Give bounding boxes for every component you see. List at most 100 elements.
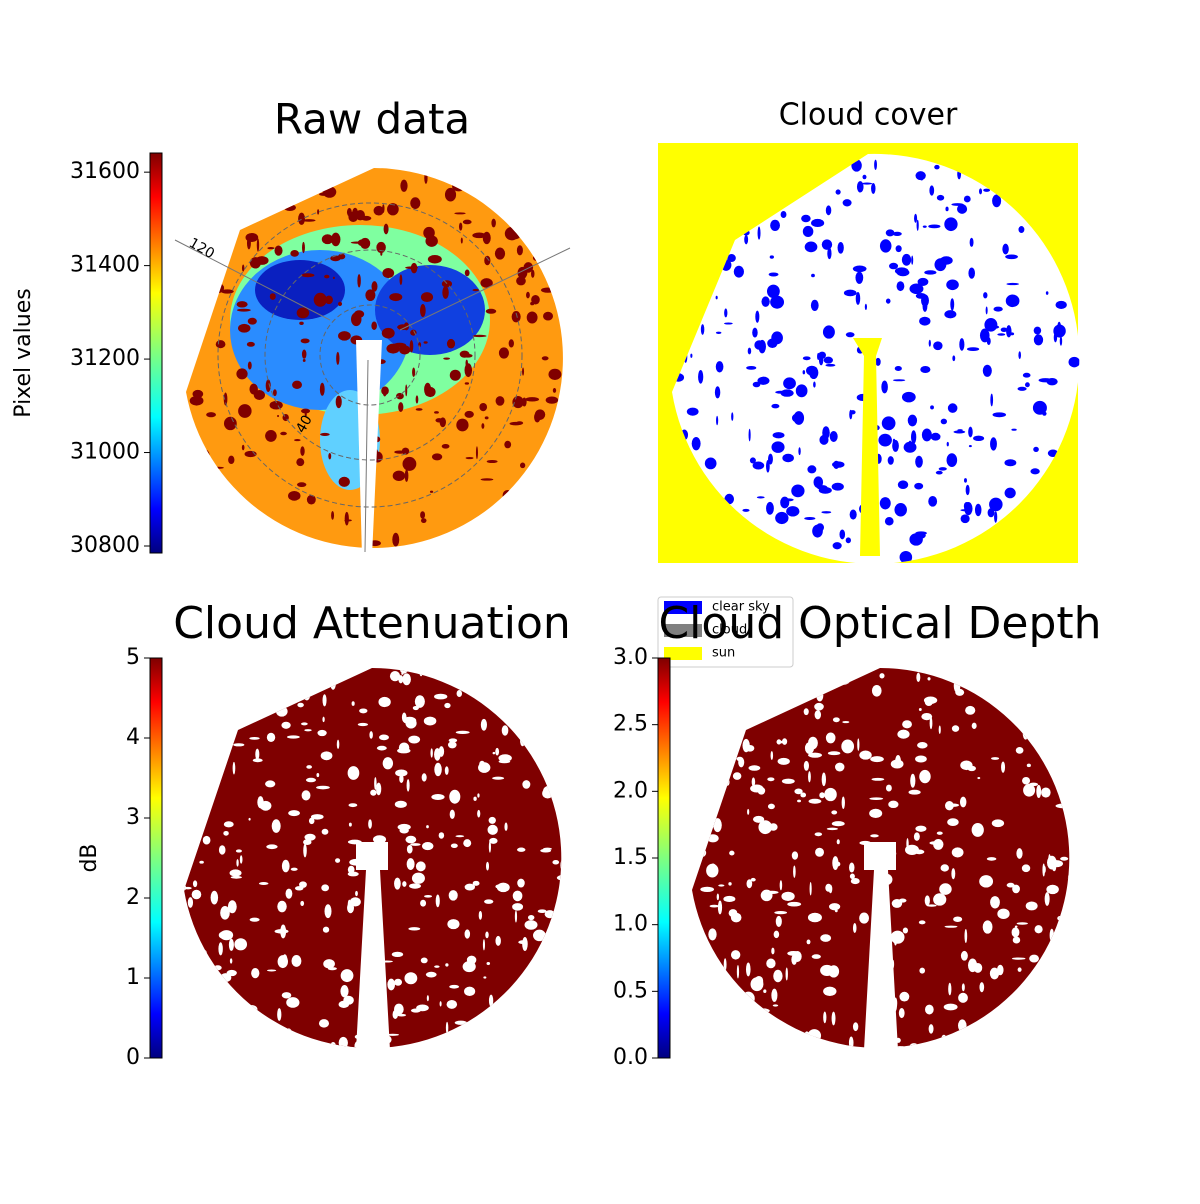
speck [482, 939, 486, 951]
speck [795, 384, 808, 398]
polar-label: 120 [186, 235, 217, 262]
speck [294, 439, 301, 442]
speck [763, 989, 767, 994]
speck [357, 722, 369, 727]
speck [803, 760, 809, 771]
speck [241, 264, 245, 272]
speck [284, 1028, 293, 1042]
speck [483, 976, 487, 979]
speck [816, 689, 824, 702]
speck [477, 809, 481, 818]
speck [260, 806, 265, 809]
speck [238, 404, 252, 418]
speck [923, 696, 938, 705]
speck [277, 1026, 284, 1034]
speck [940, 418, 948, 425]
tick-label: 31200 [70, 346, 140, 371]
mask [356, 340, 382, 556]
speck [774, 910, 788, 915]
speck [317, 729, 327, 737]
speck [177, 398, 184, 407]
speck [1012, 884, 1020, 894]
speck [1032, 400, 1047, 415]
speck [812, 524, 823, 538]
speck [556, 874, 562, 881]
speck [434, 762, 442, 777]
speck [832, 856, 839, 870]
speck [300, 446, 305, 456]
tick-label: 31000 [70, 440, 140, 465]
speck [990, 393, 994, 407]
speck [202, 835, 211, 845]
speck [987, 508, 995, 518]
speck [894, 502, 907, 517]
speck [713, 818, 722, 833]
speck [394, 168, 405, 169]
speck [852, 923, 857, 933]
speck [963, 195, 971, 203]
speck [416, 1004, 429, 1012]
speck [1016, 848, 1023, 859]
speck [522, 937, 528, 952]
speck [1004, 487, 1016, 499]
speck [194, 948, 207, 958]
speck [495, 747, 500, 756]
speck [201, 261, 207, 264]
speck [934, 164, 940, 170]
speck [821, 511, 832, 514]
speck [814, 702, 824, 711]
speck [1023, 783, 1036, 797]
tick-label: 1.5 [613, 845, 648, 870]
speck [505, 714, 514, 723]
speck [736, 964, 740, 979]
speck [348, 803, 358, 808]
speck [756, 1008, 770, 1014]
speck [485, 308, 497, 314]
speck [959, 338, 965, 351]
speck [485, 931, 489, 939]
speck [228, 455, 235, 465]
speck [498, 347, 509, 359]
speck [1060, 856, 1069, 861]
speck [249, 257, 261, 269]
tick-label: 30800 [70, 533, 140, 558]
speck [746, 365, 757, 370]
speck [341, 169, 345, 173]
speck [895, 245, 902, 253]
speck [835, 189, 841, 195]
speck [1011, 927, 1020, 938]
speck [862, 174, 867, 180]
speck [928, 224, 941, 229]
speck [918, 707, 922, 712]
speck [1018, 351, 1021, 359]
speck [446, 338, 456, 349]
legend-swatch [664, 647, 702, 660]
speck [1068, 356, 1080, 368]
speck [322, 186, 337, 198]
speck [480, 718, 487, 731]
speck [420, 511, 426, 519]
speck [913, 832, 920, 841]
speck [1048, 854, 1051, 866]
speck [291, 954, 302, 967]
speck [700, 933, 706, 945]
speck [690, 353, 693, 358]
speck [915, 755, 927, 763]
speck [376, 782, 382, 796]
speck [677, 869, 687, 882]
speck [771, 331, 783, 345]
speck [824, 787, 837, 802]
speck [885, 784, 892, 792]
speck [293, 186, 298, 193]
speck [441, 443, 450, 449]
speck [768, 453, 773, 465]
speck [960, 760, 973, 771]
speck [221, 289, 234, 294]
texture [672, 155, 1080, 564]
speck [236, 859, 239, 867]
speck [944, 217, 958, 232]
speck [984, 317, 998, 332]
speck [696, 791, 709, 805]
speck [244, 504, 256, 518]
speck [415, 861, 426, 872]
